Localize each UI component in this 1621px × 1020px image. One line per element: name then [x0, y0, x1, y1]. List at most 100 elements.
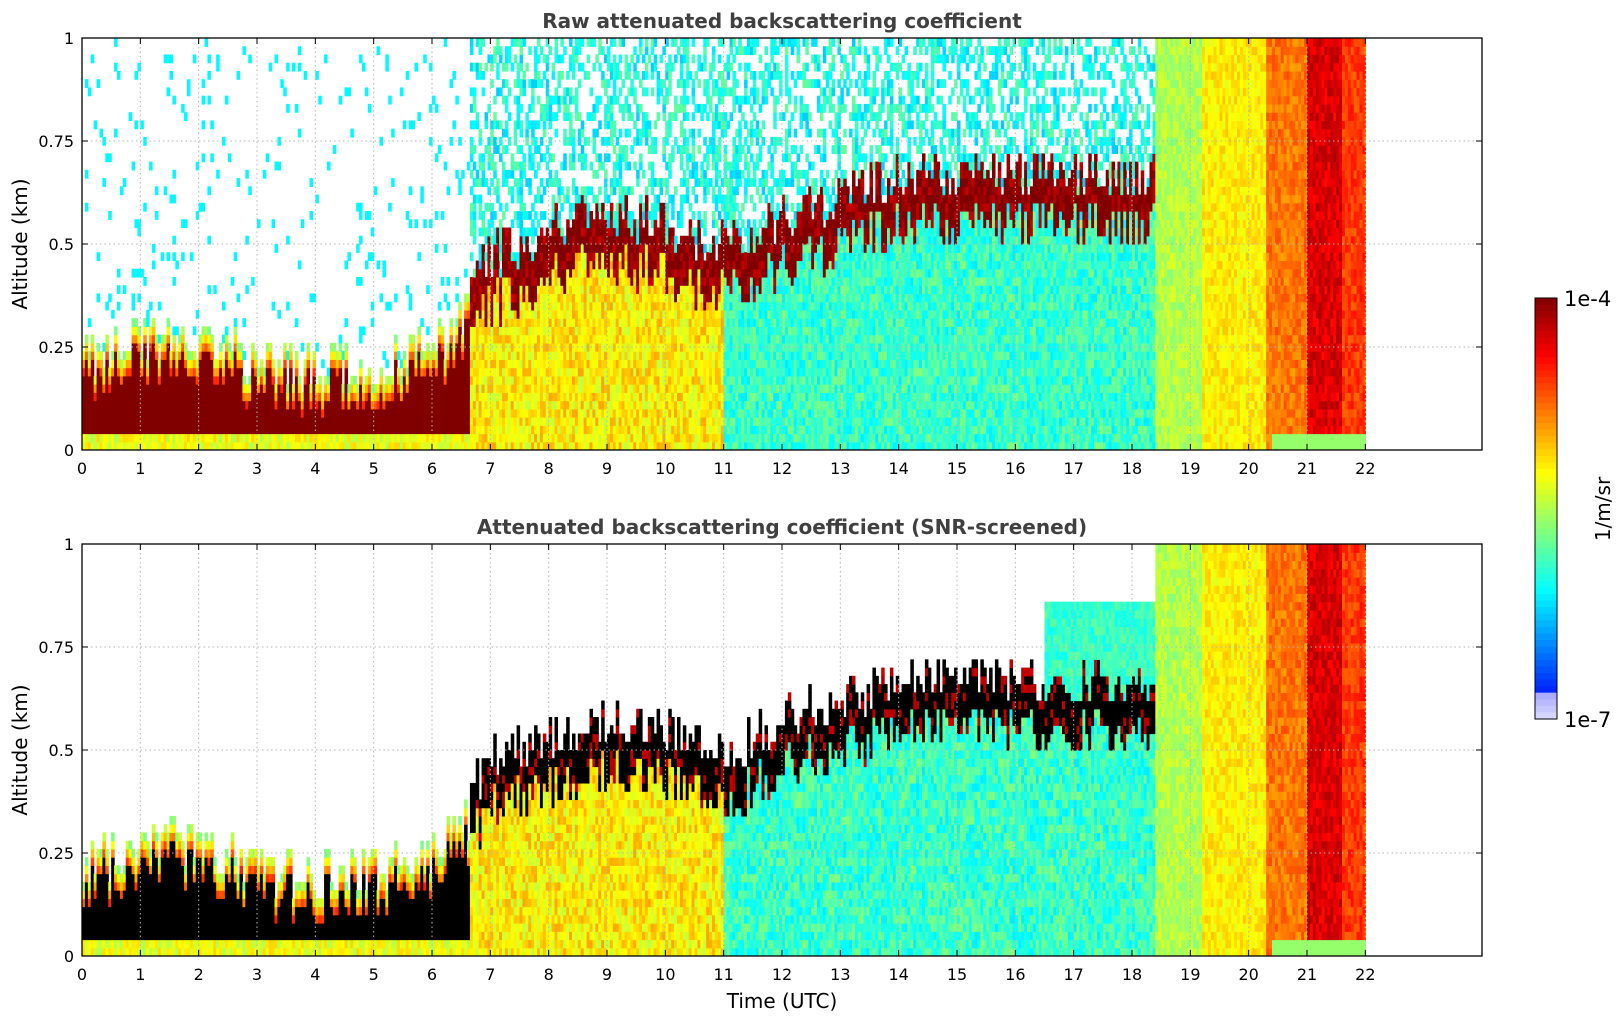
- heatmap-cell: [149, 301, 153, 311]
- heatmap-cell: [423, 433, 427, 443]
- heatmap-cell: [318, 392, 322, 402]
- heatmap-cell: [405, 441, 410, 450]
- heatmap-cell: [475, 112, 480, 121]
- heatmap-cell: [607, 367, 611, 377]
- heatmap-cell: [627, 103, 631, 113]
- heatmap-cell: [469, 384, 474, 393]
- heatmap-cell: [554, 441, 559, 450]
- heatmap-cell: [478, 342, 483, 352]
- heatmap-cell: [703, 285, 707, 295]
- heatmap-cell: [679, 145, 684, 154]
- heatmap-cell: [472, 276, 477, 286]
- heatmap-cell: [633, 375, 637, 385]
- heatmap-cell: [598, 276, 602, 286]
- heatmap-cell: [595, 359, 599, 369]
- heatmap-cell: [557, 268, 561, 278]
- heatmap-cell: [706, 38, 710, 47]
- heatmap-cell: [627, 70, 631, 80]
- heatmap-cell: [394, 425, 398, 435]
- heatmap-cell: [420, 425, 424, 435]
- heatmap-cell: [484, 252, 489, 262]
- heatmap-cell: [662, 95, 666, 105]
- heatmap-cell: [537, 276, 541, 286]
- heatmap-cell: [586, 293, 591, 303]
- heatmap-cell: [265, 417, 270, 426]
- heatmap-cell: [659, 178, 664, 187]
- heatmap-cell: [621, 202, 626, 212]
- heatmap-cell: [227, 359, 232, 369]
- heatmap-cell: [609, 309, 614, 319]
- heatmap-cell: [604, 276, 608, 286]
- heatmap-cell: [574, 293, 579, 303]
- heatmap-cell: [122, 433, 127, 443]
- heatmap-cell: [528, 260, 532, 270]
- heatmap-cell: [656, 408, 661, 418]
- heatmap-cell: [577, 367, 582, 377]
- heatmap-cell: [583, 441, 588, 450]
- heatmap-cell: [709, 95, 713, 105]
- heatmap-cell: [502, 318, 506, 327]
- heatmap-cell: [105, 392, 109, 402]
- heatmap-cell: [187, 417, 191, 426]
- heatmap-cell: [615, 161, 620, 171]
- heatmap-cell: [595, 95, 599, 105]
- heatmap-cell: [134, 367, 139, 377]
- heatmap-cell: [478, 153, 483, 163]
- heatmap-cell: [644, 433, 649, 443]
- heatmap-cell: [647, 359, 652, 369]
- heatmap-cell: [650, 186, 655, 196]
- heatmap-cell: [694, 342, 699, 352]
- heatmap-cell: [370, 441, 375, 450]
- heatmap-cell: [207, 400, 211, 410]
- heatmap-cell: [656, 293, 661, 303]
- heatmap-cell: [157, 433, 162, 443]
- heatmap-cell: [318, 95, 322, 105]
- heatmap-cell: [227, 351, 232, 360]
- heatmap-cell: [700, 252, 704, 262]
- heatmap-cell: [621, 392, 626, 402]
- heatmap-cell: [353, 375, 357, 385]
- heatmap-cell: [682, 87, 687, 97]
- heatmap-cell: [437, 318, 442, 327]
- heatmap-cell: [548, 326, 553, 336]
- heatmap-cell: [569, 433, 573, 443]
- heatmap-cell: [642, 375, 646, 385]
- heatmap-cell: [586, 244, 591, 253]
- heatmap-cell: [703, 293, 707, 303]
- heatmap-cell: [184, 112, 188, 121]
- heatmap-cell: [519, 227, 524, 237]
- heatmap-cell: [379, 136, 384, 146]
- heatmap-cell: [633, 425, 637, 435]
- heatmap-cell: [125, 417, 130, 426]
- heatmap-cell: [513, 38, 518, 47]
- heatmap-cell: [519, 54, 524, 64]
- heatmap-cell: [662, 400, 666, 410]
- heatmap-cell: [604, 293, 608, 303]
- heatmap-cell: [289, 425, 293, 435]
- heatmap-cell: [668, 441, 672, 450]
- heatmap-cell: [216, 359, 220, 369]
- heatmap-cell: [714, 309, 719, 319]
- heatmap-cell: [627, 211, 631, 220]
- heatmap-cell: [688, 268, 693, 278]
- heatmap-cell: [598, 441, 602, 450]
- heatmap-cell: [461, 351, 465, 360]
- heatmap-cell: [353, 433, 357, 443]
- heatmap-cell: [609, 408, 614, 418]
- heatmap-cell: [160, 375, 165, 385]
- heatmap-cell: [644, 46, 649, 56]
- heatmap-cell: [519, 334, 524, 344]
- heatmap-cell: [691, 392, 696, 402]
- heatmap-cell: [134, 392, 139, 402]
- heatmap-cell: [522, 211, 526, 220]
- heatmap-cell: [618, 128, 623, 138]
- heatmap-cell: [545, 293, 550, 303]
- heatmap-cell: [671, 392, 675, 402]
- heatmap-cell: [665, 161, 669, 171]
- heatmap-cell: [691, 285, 696, 295]
- heatmap-cell: [545, 252, 550, 262]
- heatmap-cell: [679, 54, 684, 64]
- heatmap-cell: [650, 235, 655, 245]
- heatmap-cell: [566, 318, 570, 327]
- heatmap-cell: [636, 128, 640, 138]
